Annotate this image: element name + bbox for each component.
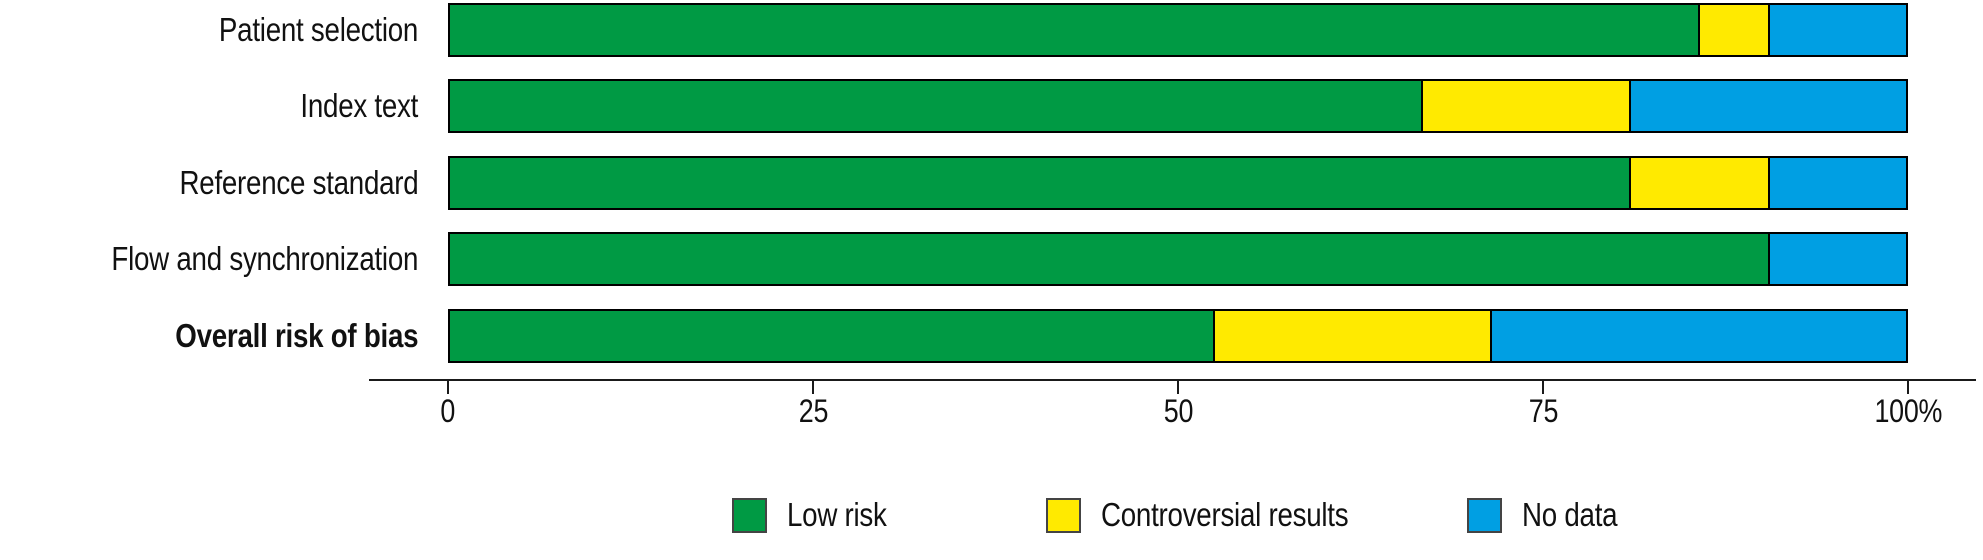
bar-row: Flow and synchronization	[0, 232, 1983, 286]
bar-segment-low-risk	[450, 158, 1630, 208]
axis-tick-label: 50	[1098, 392, 1258, 430]
axis-tick-label-text: 25	[798, 393, 828, 429]
bar-row: Index text	[0, 79, 1983, 133]
category-label-text: Index text	[300, 87, 418, 124]
category-label: Flow and synchronization	[0, 232, 418, 286]
legend-swatch-icon	[1046, 497, 1081, 533]
bar-segment-low-risk	[450, 234, 1768, 284]
category-label: Index text	[0, 79, 418, 133]
axis-tick-label: 25	[733, 392, 893, 430]
legend-item-no-data: No data	[1467, 496, 1635, 534]
stacked-bar	[448, 79, 1908, 133]
legend-label-text: No data	[1522, 496, 1618, 533]
bar-segment-no-data	[1767, 234, 1906, 284]
bar-segment-no-data	[1767, 158, 1906, 208]
axis-tick	[447, 380, 449, 394]
axis-tick-label-text: 75	[1528, 393, 1558, 429]
legend-item-controversial-results: Controversial results	[1046, 496, 1395, 534]
bar-segment-controversial-results	[1421, 81, 1630, 131]
bar-segment-no-data	[1767, 5, 1906, 55]
bar-segment-controversial-results	[1697, 5, 1768, 55]
stacked-bar	[448, 232, 1908, 286]
x-axis-line	[369, 379, 1976, 381]
legend-label: Controversial results	[1101, 496, 1395, 534]
category-label: Overall risk of bias	[0, 309, 418, 363]
axis-tick	[1907, 380, 1909, 394]
bar-row: Patient selection	[0, 3, 1983, 57]
legend-label: No data	[1522, 496, 1635, 534]
category-label-text: Flow and synchronization	[111, 240, 418, 277]
axis-tick-label: 0	[368, 392, 528, 430]
axis-tick	[812, 380, 814, 394]
stacked-bar	[448, 309, 1908, 363]
bar-segment-controversial-results	[1212, 311, 1490, 361]
legend-label: Low risk	[787, 496, 906, 534]
category-label: Reference standard	[0, 156, 418, 210]
category-label: Patient selection	[0, 3, 418, 57]
category-label-text: Reference standard	[179, 164, 418, 201]
bar-segment-no-data	[1629, 81, 1906, 131]
axis-tick-label: 75	[1463, 392, 1623, 430]
legend-label-text: Low risk	[787, 496, 887, 533]
axis-tick-label-text: 50	[1163, 393, 1193, 429]
legend-swatch-icon	[732, 497, 767, 533]
bar-segment-low-risk	[450, 81, 1422, 131]
legend-label-text: Controversial results	[1101, 496, 1349, 533]
stacked-bar	[448, 3, 1908, 57]
axis-tick-label-text: 0	[440, 393, 456, 429]
bar-segment-controversial-results	[1629, 158, 1768, 208]
stacked-bar	[448, 156, 1908, 210]
legend-swatch-icon	[1467, 497, 1502, 533]
bar-row: Reference standard	[0, 156, 1983, 210]
legend: Low risk Controversial results No data	[0, 496, 1983, 536]
axis-tick-label: 100%	[1828, 392, 1983, 430]
category-label-text: Patient selection	[218, 11, 418, 48]
axis-tick-label-text: 100%	[1874, 393, 1942, 429]
axis-tick	[1542, 380, 1544, 394]
axis-tick	[1177, 380, 1179, 394]
category-label-text: Overall risk of bias	[174, 317, 418, 354]
bar-segment-no-data	[1489, 311, 1906, 361]
legend-item-low-risk: Low risk	[732, 496, 906, 534]
bar-segment-low-risk	[450, 5, 1698, 55]
bar-segment-low-risk	[450, 311, 1213, 361]
bar-row: Overall risk of bias	[0, 309, 1983, 363]
